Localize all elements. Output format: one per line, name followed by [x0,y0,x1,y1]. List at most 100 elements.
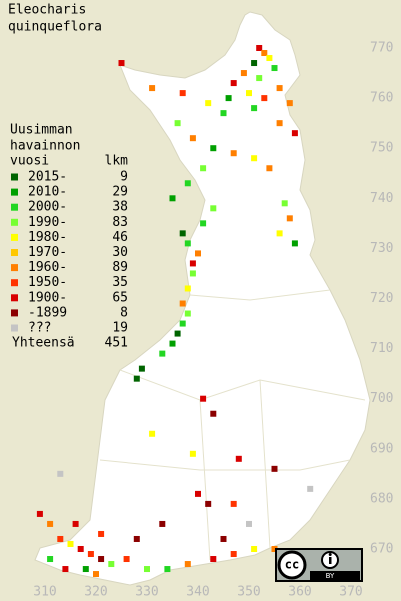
legend-label: 2015- [28,170,67,185]
legend-swatch [11,249,18,256]
observation-cell [118,60,125,67]
observation-cell [230,551,237,558]
legend-count-header: lkm [105,154,129,169]
legend-swatch [11,188,18,196]
observation-cell [251,546,258,552]
observation-cell [93,571,99,578]
observation-cell [281,200,288,207]
legend-swatch [11,294,18,302]
observation-cell [189,260,196,267]
observation-cell [72,520,79,527]
cc-icon [277,550,307,580]
legend-label: ??? [28,321,51,336]
region-borders [99,289,366,561]
legend-header: Uusimman [10,123,73,138]
legend-swatch [11,324,18,332]
legend-label: 1950- [28,275,67,290]
legend-swatch [11,203,18,211]
observation-cell [174,120,181,127]
observation-cell [179,230,186,237]
legend-swatch [11,173,18,181]
legend-count: 30 [112,245,128,260]
observation-cell [251,155,258,162]
observation-cell [286,215,293,222]
legend-swatch [11,218,18,226]
observation-cell [184,310,191,317]
observation-cell [276,85,283,92]
observation-cell [77,546,84,552]
title-line: Eleocharis [8,3,86,18]
observation-cell [47,520,54,527]
observation-cell [271,546,278,552]
observation-cell [251,105,258,112]
observation-cell [98,530,105,537]
observation-cell [230,80,237,87]
observation-cell [184,561,191,568]
observation-cell [225,95,232,102]
legend-label: 1980- [28,230,67,245]
legend-swatch [11,309,18,317]
y-tick-label: 760 [370,91,393,106]
observation-cell [210,205,217,212]
observation-cell [144,566,150,573]
observation-cell [179,300,186,307]
legend-label: 1900- [28,290,67,305]
observation-cell [179,320,186,327]
observation-cell [286,100,293,107]
observation-cell [271,465,278,472]
legend-header: vuosi [10,154,49,169]
x-tick-label: 340 [186,585,209,600]
y-tick-label: 710 [370,341,393,356]
legend-header: havainnon [10,139,80,154]
observation-cell [220,535,227,542]
observation-cell [266,165,273,172]
legend-count: 19 [112,321,128,336]
observation-cell [195,250,201,257]
observation-cell [138,365,145,372]
observation-cell [184,240,191,247]
observation-cell [159,350,166,357]
observation-cell [57,535,64,542]
observation-cell [307,485,314,492]
observation-cell [261,50,268,57]
legend-count: 9 [120,170,128,185]
observation-cell [184,180,191,187]
legend-count: 35 [112,275,128,290]
observation-cell [36,510,43,517]
observation-cell [246,90,252,97]
observation-cell [47,556,54,563]
observation-cell [189,450,196,457]
legend-swatch [11,264,18,272]
observation-cell [210,556,217,563]
legend-total-label: Yhteensä [12,336,75,351]
observation-cell [205,100,212,107]
observation-cell [98,556,105,563]
observation-cell [246,520,252,527]
legend-label: -1899 [28,305,67,320]
observation-cell [240,70,247,77]
observation-cell [189,135,196,142]
observation-cell [169,195,176,202]
observation-cell [200,165,207,172]
x-tick-label: 360 [288,585,311,600]
observation-cell [210,145,217,152]
x-tick-label: 330 [135,585,158,600]
legend-label: 2010- [28,185,67,200]
observation-cell [230,500,237,507]
license-badge: cc BY [275,548,363,582]
legend-count: 83 [112,215,128,230]
observation-cell [164,566,171,573]
legend-count: 89 [112,260,128,275]
observation-cell [276,230,283,237]
observation-cell [57,470,64,477]
observation-cell [220,110,227,117]
x-tick-label: 320 [84,585,107,600]
observation-cell [82,566,89,573]
observation-cell [200,220,207,227]
x-tick-label: 310 [33,585,56,600]
legend-swatch [11,233,18,241]
y-tick-label: 750 [370,141,393,156]
legend-label: 1990- [28,215,67,230]
x-tick-label: 370 [339,585,362,600]
